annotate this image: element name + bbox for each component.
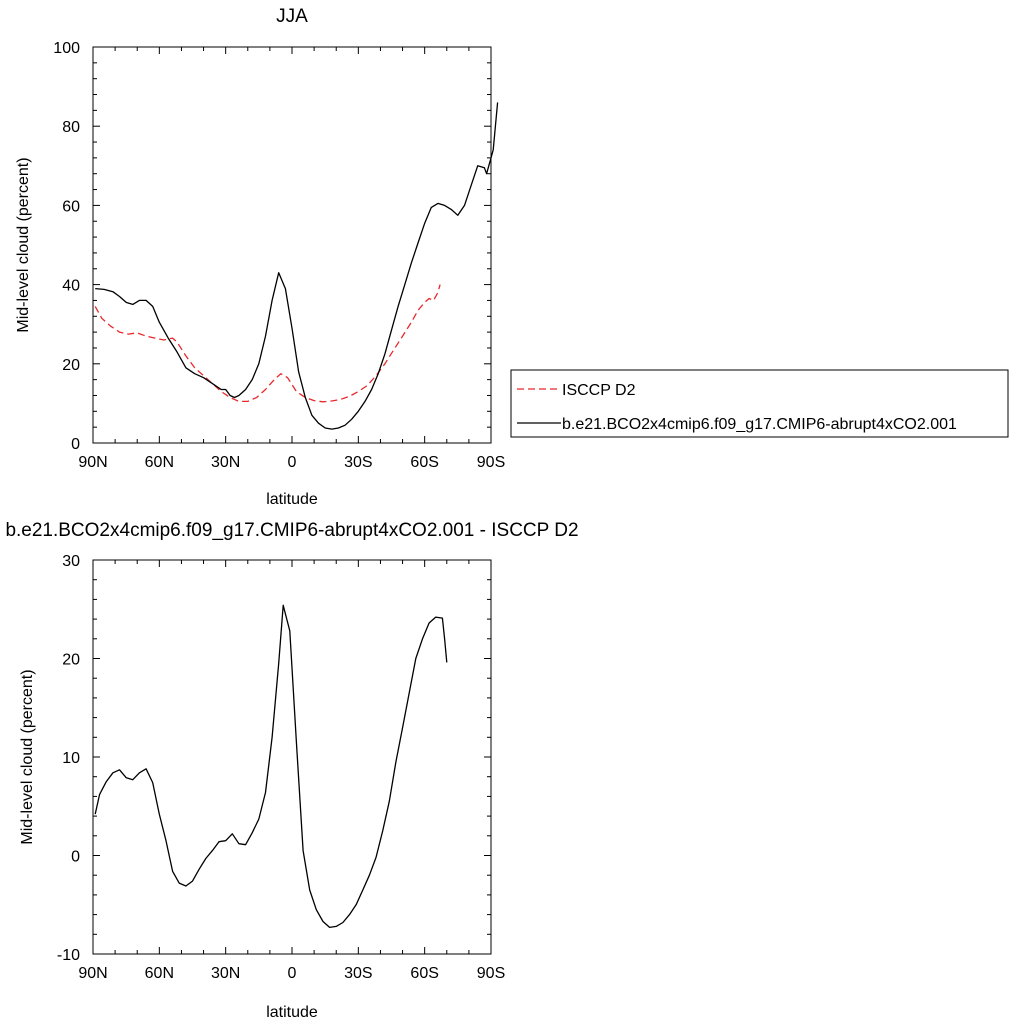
x-tick-label: 60S xyxy=(410,454,438,471)
legend-box xyxy=(510,369,1009,438)
plot-frame xyxy=(92,559,492,955)
plot-title: b.e21.BCO2x4cmip6.f09_g17.CMIP6-abrupt4x… xyxy=(5,520,578,541)
x-tick-label: 90N xyxy=(78,965,107,982)
plot-title: JJA xyxy=(276,6,308,27)
plot-2 xyxy=(92,559,492,955)
x-tick-label: 30N xyxy=(211,454,240,471)
y-axis-title: Mid-level cloud (percent) xyxy=(15,157,32,332)
x-tick-label: 90N xyxy=(78,454,107,471)
series-line-1 xyxy=(94,284,441,403)
x-tick-label: 30N xyxy=(211,965,240,982)
x-tick-label: 0 xyxy=(288,965,297,982)
x-tick-label: 90S xyxy=(477,965,505,982)
y-tick-label: 30 xyxy=(62,553,80,570)
x-tick-label: 90S xyxy=(477,454,505,471)
plot-1 xyxy=(92,46,499,444)
y-tick-label: 10 xyxy=(62,750,80,767)
y-tick-label: 0 xyxy=(71,436,80,453)
series-line-1 xyxy=(94,604,448,929)
plot-frame xyxy=(92,46,492,444)
y-tick-label: 0 xyxy=(71,849,80,866)
y-tick-label: 100 xyxy=(53,40,80,57)
x-tick-label: 30S xyxy=(344,965,372,982)
x-tick-label: 60S xyxy=(410,965,438,982)
y-tick-label: 20 xyxy=(62,357,80,374)
y-tick-label: 60 xyxy=(62,198,80,215)
x-tick-label: 30S xyxy=(344,454,372,471)
legend-label: b.e21.BCO2x4cmip6.f09_g17.CMIP6-abrupt4x… xyxy=(562,416,957,433)
x-tick-label: 60N xyxy=(145,454,174,471)
x-tick-label: 0 xyxy=(288,454,297,471)
series-line-2 xyxy=(95,102,499,430)
y-axis-title: Mid-level cloud (percent) xyxy=(19,669,36,844)
y-tick-label: -10 xyxy=(57,947,80,964)
x-tick-label: 60N xyxy=(145,965,174,982)
y-tick-label: 40 xyxy=(62,278,80,295)
legend-label: ISCCP D2 xyxy=(562,382,636,399)
legend: ISCCP D2 b.e21.BCO2x4cmip6.f09_g17.CMIP6-… xyxy=(510,369,1009,438)
x-axis-title: latitude xyxy=(266,491,318,508)
y-tick-label: 80 xyxy=(62,119,80,136)
y-tick-label: 20 xyxy=(62,652,80,669)
x-axis-title: latitude xyxy=(266,1004,318,1021)
